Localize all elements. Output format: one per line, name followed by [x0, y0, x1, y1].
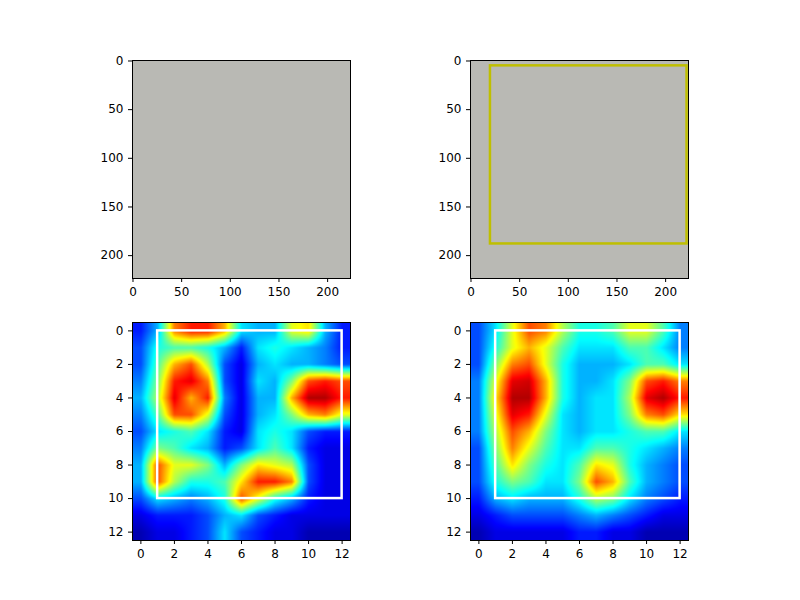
svg-text:10: 10 [108, 491, 123, 505]
svg-text:0: 0 [129, 285, 137, 299]
svg-text:100: 100 [557, 285, 580, 299]
svg-text:150: 150 [268, 285, 291, 299]
svg-text:2: 2 [116, 357, 124, 371]
svg-text:4: 4 [542, 547, 550, 561]
svg-text:2: 2 [509, 547, 517, 561]
svg-text:8: 8 [609, 547, 617, 561]
svg-text:4: 4 [116, 391, 124, 405]
svg-text:0: 0 [116, 324, 124, 338]
svg-text:8: 8 [454, 458, 462, 472]
svg-text:50: 50 [446, 102, 461, 116]
svg-text:2: 2 [454, 357, 462, 371]
svg-text:8: 8 [116, 458, 124, 472]
svg-text:12: 12 [334, 547, 349, 561]
svg-text:10: 10 [301, 547, 316, 561]
svg-text:100: 100 [439, 151, 462, 165]
svg-text:150: 150 [101, 200, 124, 214]
svg-text:0: 0 [475, 547, 483, 561]
svg-text:50: 50 [512, 285, 527, 299]
svg-text:100: 100 [219, 285, 242, 299]
svg-text:12: 12 [108, 525, 123, 539]
svg-text:200: 200 [316, 285, 339, 299]
svg-text:6: 6 [576, 547, 584, 561]
svg-text:8: 8 [271, 547, 279, 561]
svg-text:0: 0 [454, 54, 462, 68]
svg-text:4: 4 [454, 391, 462, 405]
svg-text:10: 10 [446, 491, 461, 505]
svg-text:50: 50 [108, 102, 123, 116]
svg-text:100: 100 [101, 151, 124, 165]
svg-text:0: 0 [454, 324, 462, 338]
svg-text:0: 0 [116, 54, 124, 68]
svg-text:150: 150 [439, 200, 462, 214]
svg-text:0: 0 [137, 547, 145, 561]
svg-text:12: 12 [446, 525, 461, 539]
svg-text:4: 4 [204, 547, 212, 561]
svg-text:150: 150 [606, 285, 629, 299]
svg-text:6: 6 [238, 547, 246, 561]
svg-text:200: 200 [654, 285, 677, 299]
svg-text:12: 12 [672, 547, 687, 561]
svg-text:6: 6 [454, 424, 462, 438]
svg-text:0: 0 [467, 285, 475, 299]
svg-text:200: 200 [439, 248, 462, 262]
svg-text:6: 6 [116, 424, 124, 438]
svg-text:50: 50 [174, 285, 189, 299]
svg-text:10: 10 [639, 547, 654, 561]
svg-text:200: 200 [101, 248, 124, 262]
svg-text:2: 2 [171, 547, 179, 561]
